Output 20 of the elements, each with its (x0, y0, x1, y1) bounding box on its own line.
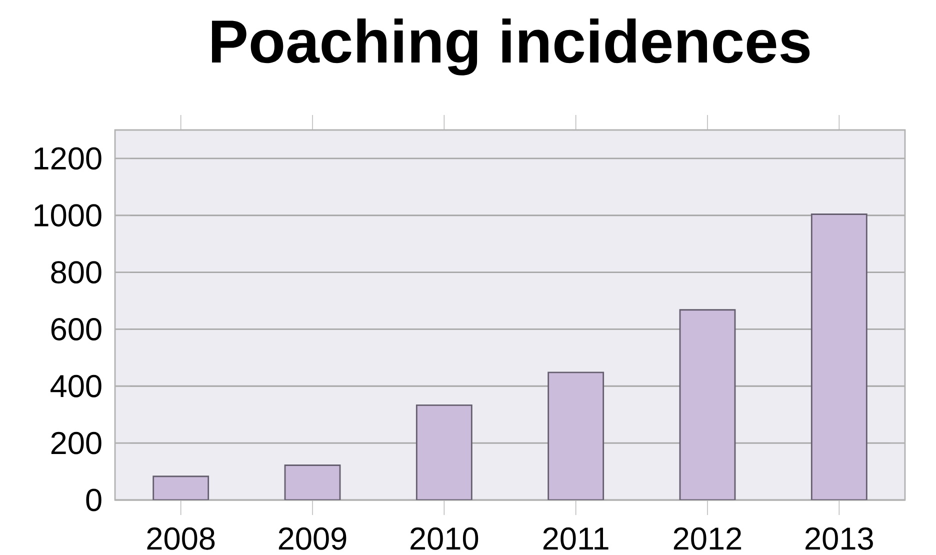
y-tick-label: 0 (86, 488, 102, 512)
y-tick-label: 1200 (34, 147, 102, 170)
bar (548, 372, 604, 500)
x-tick-label: 2008 (147, 527, 215, 550)
chart-title: Poaching incidences (212, 18, 810, 76)
bar (284, 464, 341, 500)
x-tick-label: 2012 (674, 527, 742, 550)
x-tick-label: 2013 (806, 527, 873, 550)
y-tick-label: 200 (51, 432, 102, 454)
bar (810, 214, 868, 500)
y-tick-label: 400 (50, 374, 102, 398)
bar (152, 476, 210, 500)
y-tick-label: 600 (51, 318, 102, 340)
x-tick-label: 2011 (543, 527, 608, 550)
bar (416, 404, 472, 500)
bar (679, 309, 736, 500)
x-tick-label: 2009 (278, 527, 346, 550)
y-tick-label: 1000 (34, 204, 102, 227)
y-tick-label: 800 (51, 261, 102, 284)
x-tick-label: 2010 (410, 527, 478, 550)
